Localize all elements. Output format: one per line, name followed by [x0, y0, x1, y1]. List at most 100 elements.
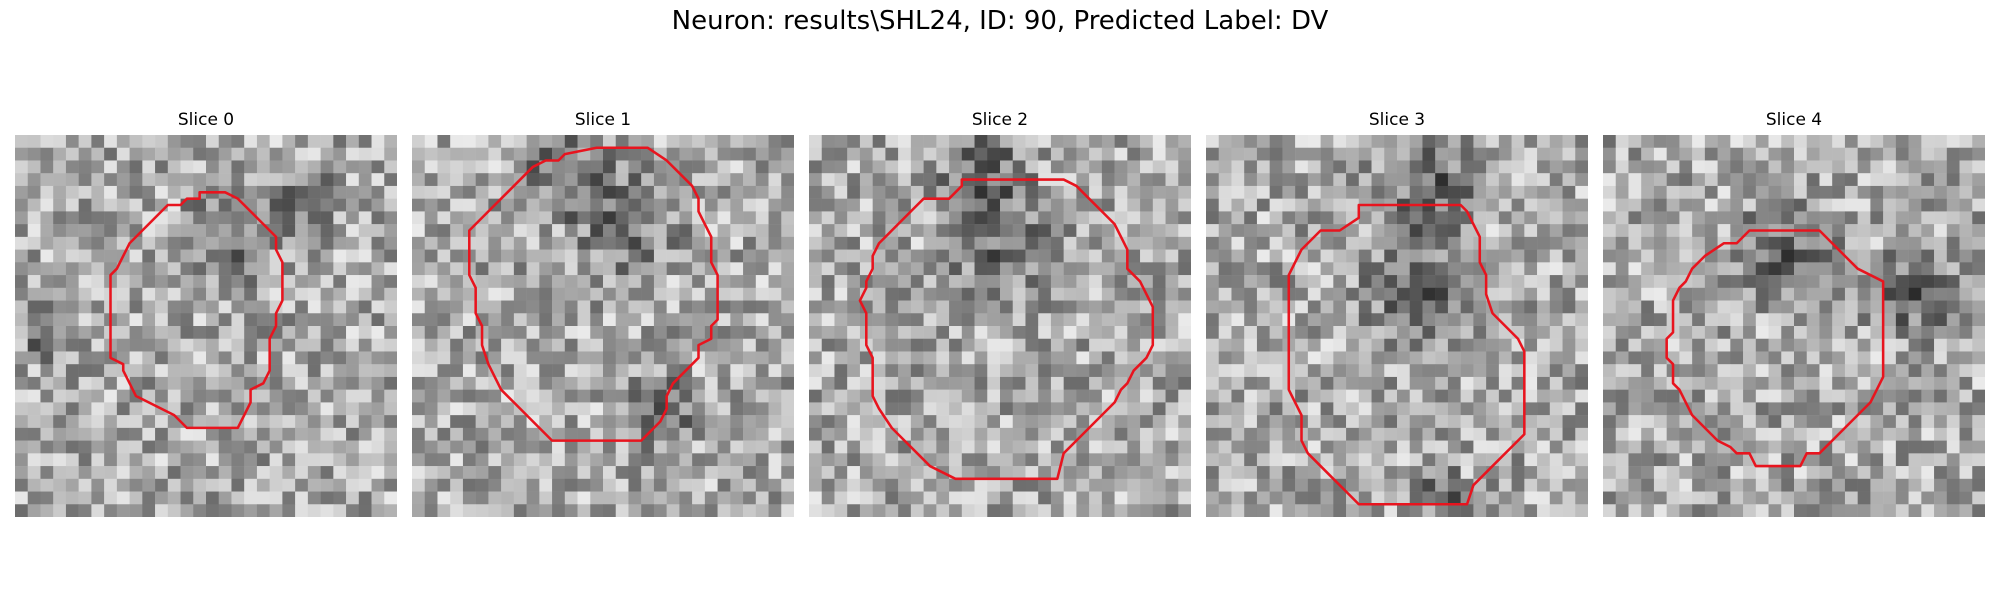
pixel: [1959, 147, 1973, 161]
pixel: [1857, 275, 1871, 289]
pixel: [78, 415, 92, 429]
pixel: [1511, 504, 1525, 517]
pixel: [1165, 147, 1179, 161]
pixel: [628, 249, 642, 263]
pixel: [1076, 466, 1090, 480]
pixel: [167, 135, 181, 148]
pixel: [628, 491, 642, 505]
pixel: [1934, 287, 1948, 301]
pixel: [1371, 185, 1385, 199]
pixel: [206, 173, 219, 187]
pixel: [809, 275, 822, 289]
pixel: [872, 160, 886, 174]
pixel: [412, 135, 425, 148]
pixel: [320, 364, 334, 378]
pixel: [692, 147, 706, 161]
pixel: [834, 262, 848, 276]
pixel: [513, 211, 527, 225]
pixel: [628, 478, 642, 492]
pixel: [1628, 364, 1642, 378]
pixel: [1653, 262, 1667, 276]
pixel: [1781, 427, 1795, 441]
pixel: [53, 185, 67, 199]
pixel: [295, 262, 309, 276]
pixel: [1883, 491, 1897, 505]
pixel: [1012, 275, 1026, 289]
pixel: [1692, 275, 1706, 289]
pixel: [936, 504, 950, 517]
pixel: [1050, 275, 1064, 289]
pixel: [384, 135, 397, 148]
pixel: [1358, 466, 1372, 480]
pixel: [167, 364, 181, 378]
pixel: [1012, 236, 1026, 250]
pixel: [564, 478, 578, 492]
pixel: [78, 147, 92, 161]
pixel: [1152, 198, 1166, 212]
pixel: [15, 300, 28, 314]
pixel: [1295, 504, 1309, 517]
pixel: [1409, 415, 1423, 429]
pixel: [129, 402, 143, 416]
pixel: [1524, 326, 1538, 339]
pixel: [65, 466, 79, 480]
pixel: [628, 364, 642, 378]
pixel: [1089, 326, 1103, 339]
pixel: [1666, 185, 1680, 199]
pixel: [1371, 262, 1385, 276]
pixel: [1895, 224, 1909, 238]
pixel: [1717, 287, 1731, 301]
pixel: [692, 173, 706, 187]
pixel: [320, 389, 334, 403]
pixel: [539, 249, 553, 263]
pixel: [142, 351, 156, 365]
pixel: [628, 389, 642, 403]
pixel: [859, 402, 873, 416]
pixel: [193, 478, 207, 492]
pixel: [898, 185, 912, 199]
pixel: [679, 338, 693, 352]
pixel: [1025, 198, 1039, 212]
pixel: [1114, 427, 1128, 441]
pixel: [1832, 453, 1846, 467]
pixel: [1346, 415, 1360, 429]
pixel: [704, 402, 718, 416]
pixel: [526, 300, 540, 314]
pixel: [1435, 415, 1449, 429]
pixel: [450, 491, 464, 505]
pixel: [1628, 326, 1642, 339]
pixel: [781, 478, 794, 492]
pixel: [320, 236, 334, 250]
pixel: [923, 185, 937, 199]
pixel: [781, 402, 794, 416]
pixel: [615, 491, 629, 505]
pixel: [501, 440, 515, 454]
pixel: [129, 287, 143, 301]
pixel: [1946, 287, 1960, 301]
pixel: [1447, 236, 1461, 250]
pixel: [1063, 275, 1077, 289]
pixel: [231, 236, 245, 250]
pixel: [821, 466, 835, 480]
pixel: [1972, 185, 1985, 199]
pixel: [1498, 389, 1512, 403]
pixel: [1511, 466, 1525, 480]
pixel: [552, 236, 566, 250]
pixel: [1231, 198, 1245, 212]
pixel: [1000, 198, 1013, 212]
pixel: [834, 135, 848, 148]
pixel: [1768, 249, 1782, 263]
pixel: [564, 185, 578, 199]
pixel: [603, 211, 616, 225]
pixel: [1692, 236, 1706, 250]
pixel: [910, 364, 924, 378]
pixel: [1152, 427, 1166, 441]
pixel: [116, 491, 130, 505]
pixel: [1422, 287, 1436, 301]
pixel: [1127, 185, 1141, 199]
pixel: [577, 364, 591, 378]
pixel: [218, 173, 232, 187]
pixel: [256, 198, 270, 212]
pixel: [1857, 135, 1871, 148]
pixel: [987, 211, 1001, 225]
